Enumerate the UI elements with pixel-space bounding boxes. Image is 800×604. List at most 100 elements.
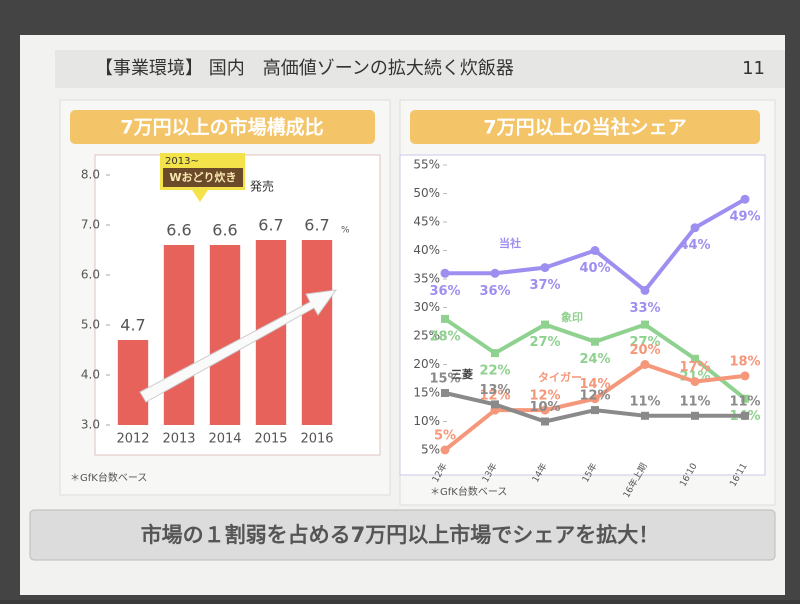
value-label: 27% <box>529 335 560 350</box>
value-label: 12% <box>529 389 560 404</box>
y-tick-label: 4.0 <box>81 368 100 382</box>
y-tick-label: 8.0 <box>81 168 100 182</box>
value-label: 24% <box>579 352 610 367</box>
x-tick-label: 2012 <box>116 432 149 447</box>
y-tick-label: 50% <box>413 186 440 200</box>
series-name: 象印 <box>561 310 583 324</box>
bar <box>301 240 333 425</box>
title-bar <box>55 50 785 88</box>
source: ＊GfK台数ベース <box>70 471 147 484</box>
point <box>640 360 650 369</box>
value-label: 14% <box>579 377 610 392</box>
y-tick-label: 3.0 <box>81 418 100 432</box>
value-label: 33% <box>629 301 660 316</box>
y-tick-label: 6.0 <box>81 268 100 282</box>
conclusion-box <box>29 509 776 561</box>
point <box>591 337 599 346</box>
bar <box>209 245 241 425</box>
value-label: 12% <box>479 389 510 404</box>
y-tick-label: 45% <box>413 215 440 229</box>
chart-title: 7万円以上の当社シェア <box>483 116 686 139</box>
point <box>641 411 649 420</box>
y-tick-label: 15% <box>413 386 440 400</box>
unit: % <box>341 226 350 236</box>
value-label: 22% <box>479 364 510 379</box>
value-label: 11% <box>629 394 660 409</box>
value-label: 6.7 <box>304 216 329 235</box>
value-label: 36% <box>429 284 460 299</box>
trend-arrow <box>139 289 338 403</box>
point <box>641 320 649 329</box>
left-title-box <box>70 110 375 144</box>
x-tick-label: 2014 <box>208 432 241 447</box>
point <box>740 371 750 381</box>
slide-title: 【事業環境】 国内 高価値ゾーンの拡大続く炊飯器 <box>95 58 514 79</box>
point <box>690 223 700 233</box>
point <box>741 411 749 420</box>
value-label: 11% <box>729 394 760 409</box>
value-label: 37% <box>529 278 560 293</box>
annotation: 発売 <box>250 179 274 194</box>
value-label: 15% <box>429 372 460 387</box>
value-label: 11% <box>679 394 710 409</box>
point <box>490 268 500 278</box>
annotation: Wおどり炊き <box>169 170 236 184</box>
point <box>591 406 599 415</box>
y-tick-label: 30% <box>413 300 440 314</box>
marks: 3.0 4.0 5.0 6.0 7.0 8.0 4.7 2012 6.6 2013 6.6 2014 6… <box>81 158 761 501</box>
conclusion: 市場の１割弱を占める7万円以上市場でシェアを拡大！ <box>141 523 660 547</box>
y-tick-label: 55% <box>413 158 440 172</box>
point <box>540 263 550 273</box>
y-tick-label: 40% <box>413 243 440 257</box>
series-name: 当社 <box>499 236 521 250</box>
page-number: 11 <box>742 58 765 79</box>
point <box>541 417 549 426</box>
point <box>441 314 449 323</box>
point <box>691 411 699 420</box>
value-label: 40% <box>579 261 610 276</box>
y-tick-label: 5% <box>421 443 440 457</box>
value-label: 5% <box>434 429 456 444</box>
point <box>540 405 550 415</box>
x-tick-label: 2016 <box>300 432 333 447</box>
logo-box <box>163 168 243 187</box>
value-label: 6.7 <box>258 216 283 235</box>
point <box>740 194 750 204</box>
value-label: 28% <box>429 329 460 344</box>
y-tick-label: 5.0 <box>81 318 100 332</box>
point <box>741 394 749 403</box>
y-tick-label: 10% <box>413 414 440 428</box>
point <box>640 285 650 295</box>
series-name: タイガー <box>538 370 582 384</box>
annotation: 2013~ <box>165 156 199 167</box>
value-label: 13% <box>479 383 510 398</box>
value-label: 44% <box>679 238 710 253</box>
x-tick-label: 2015 <box>254 432 287 447</box>
point <box>441 389 449 397</box>
chart-title: 7万円以上の市場構成比 <box>120 116 323 139</box>
value-label: 12% <box>579 389 610 404</box>
point <box>440 268 450 278</box>
bar <box>163 245 195 425</box>
y-tick-label: 7.0 <box>81 218 100 232</box>
value-label: 17% <box>679 360 710 375</box>
y-tick-label: 35% <box>413 272 440 286</box>
value-label: 10% <box>529 400 560 415</box>
value-label: 49% <box>729 210 760 225</box>
value-label: 36% <box>479 284 510 299</box>
value-label: 4.7 <box>120 316 145 335</box>
y-tick-label: 20% <box>413 357 440 371</box>
value-label: 20% <box>629 343 660 358</box>
value-label: 18% <box>729 354 760 369</box>
line-plot-bg <box>399 154 766 476</box>
value-label: 27% <box>629 335 660 350</box>
point <box>590 394 600 404</box>
value-label: 6.6 <box>166 221 191 240</box>
x-tick-label: 2013 <box>162 432 195 447</box>
point <box>491 400 499 409</box>
point <box>491 349 499 358</box>
point <box>690 377 700 387</box>
point <box>541 320 549 329</box>
